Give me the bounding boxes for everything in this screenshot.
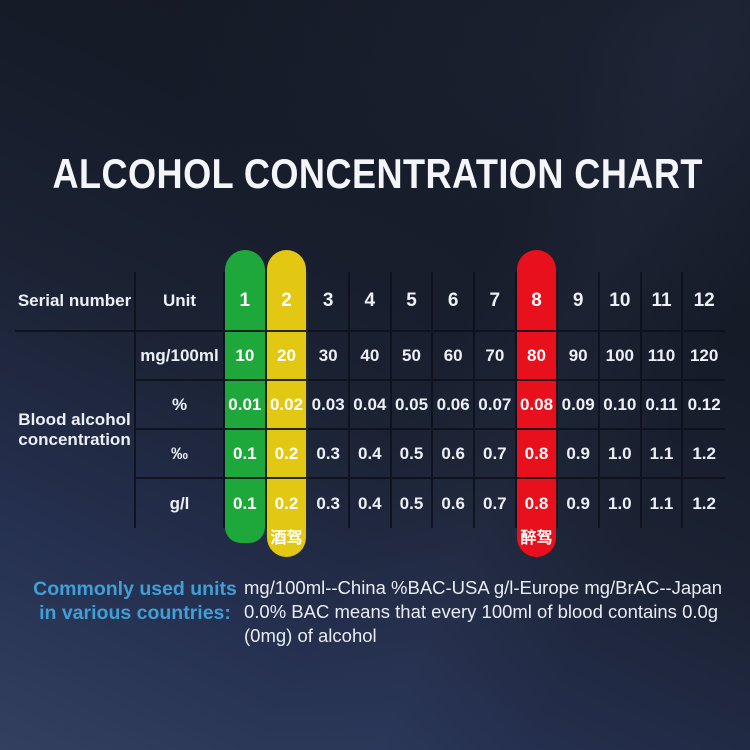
value-cell-col4-row2: 0.04 [350,381,392,430]
value-cell-col8-row2: 0.08 [516,381,559,430]
value-cell-col8-row1: 80 [516,332,559,381]
footer-body-line2: 0.0% BAC means that every 100ml of blood… [244,601,719,622]
value-cell-col1-row2: 0.01 [225,381,267,430]
value-cell-col9-row3: 0.9 [558,430,600,479]
highlight-pill-top-col8 [516,250,557,273]
value-cell-col12-row3: 1.2 [683,430,725,479]
highlight-pill-bottom-col1 [225,527,265,543]
value-cell-col6-row3: 0.6 [433,430,475,479]
value-cell-col9-row1: 90 [558,332,600,381]
value-cell-col3-row4: 0.3 [308,479,350,528]
value-cell-col6-row1: 60 [433,332,475,381]
header-col-7: 7 [475,272,517,332]
value-cell-col2-row3: 0.2 [266,430,309,479]
highlight-pill-bottom-col8: 醉驾 [516,527,557,557]
highlight-pill-bottom-col2: 酒驾 [266,527,307,557]
header-col-12: 12 [683,272,725,332]
header-unit: Unit [136,272,225,332]
value-cell-col10-row4: 1.0 [600,479,642,528]
row-group-label: Blood alcohol concentration [15,332,136,528]
header-col-6: 6 [433,272,475,332]
header-serial: Serial number [15,272,136,332]
header-col-3: 3 [308,272,350,332]
value-cell-col9-row2: 0.09 [558,381,600,430]
value-cell-col10-row2: 0.10 [600,381,642,430]
footer-body-line3: (0mg) of alcohol [244,625,377,646]
threshold-label-col2: 酒驾 [270,530,303,547]
header-col-4: 4 [350,272,392,332]
value-cell-col10-row1: 100 [600,332,642,381]
value-cell-col8-row3: 0.8 [516,430,559,479]
value-cell-col3-row2: 0.03 [308,381,350,430]
alcohol-table-wrap: Serial number Unit 1 2 3 4 5 6 7 8 9 10 11 12 Blood al… [15,250,725,557]
value-cell-col10-row3: 1.0 [600,430,642,479]
footer-body-line1: mg/100ml--China %BAC-USA g/l-Europe mg/B… [244,577,723,598]
header-col-8: 8 [516,272,559,332]
value-cell-col2-row2: 0.02 [266,381,309,430]
value-cell-col3-row3: 0.3 [308,430,350,479]
value-cell-col1-row4: 0.1 [225,479,267,528]
value-cell-col5-row1: 50 [391,332,434,381]
value-cell-col7-row3: 0.7 [475,430,517,479]
value-cell-col8-row4: 0.8 [516,479,559,528]
unit-label-%: % [136,381,225,430]
value-cell-col4-row3: 0.4 [350,430,392,479]
value-cell-col2-row1: 20 [266,332,309,381]
value-cell-col4-row1: 40 [350,332,392,381]
header-col-9: 9 [558,272,600,332]
header-col-11: 11 [641,272,684,332]
value-cell-col5-row2: 0.05 [391,381,434,430]
value-cell-col7-row4: 0.7 [475,479,517,528]
value-cell-col11-row1: 110 [641,332,684,381]
alcohol-table: Serial number Unit 1 2 3 4 5 6 7 8 9 10 11 12 Blood al… [15,272,725,528]
value-cell-col11-row3: 1.1 [641,430,684,479]
header-col-2: 2 [266,272,309,332]
value-cell-col12-row4: 1.2 [692,493,716,513]
value-cell-col6-row4: 0.6 [433,479,475,528]
header-col-1: 1 [225,272,267,332]
value-cell-col9-row4: 0.9 [558,479,600,528]
value-cell-col5-row3: 0.5 [391,430,434,479]
value-cell-col7-row1: 70 [475,332,517,381]
unit-label-g/l: g/l [136,479,225,528]
highlight-pill-top-col1 [225,250,265,273]
value-cell-col12-row1: 120 [683,332,725,381]
value-cell-col4-row4: 0.4 [350,479,392,528]
value-cell-col2-row4: 0.2 [266,479,309,528]
header-col-5: 5 [391,272,434,332]
value-cell-col11-row2: 0.11 [641,381,684,430]
value-cell-col5-row4: 0.5 [392,479,434,528]
footer-description: mg/100ml--China %BAC-USA g/l-Europe mg/B… [244,576,744,648]
highlight-pill-top-col2 [266,250,307,273]
footer-lead-line1: Commonly used units [33,578,237,600]
unit-label-‰: ‰ [136,430,225,479]
value-cell-col1-row3: 0.1 [225,430,267,479]
value-cell-col11-row4: 1.1 [642,479,684,528]
unit-label-mg/100ml: mg/100ml [136,332,225,381]
footer-lead-line2: in various countries: [39,602,231,624]
value-cell-col1-row1: 10 [225,332,267,381]
value-cell-col6-row2: 0.06 [433,381,475,430]
value-cell-col3-row1: 30 [308,332,350,381]
threshold-label-col8: 醉驾 [520,530,553,547]
footer-lead-label: Commonly used units in various countries… [28,577,242,625]
value-cell-col7-row2: 0.07 [475,381,517,430]
page-title: ALCOHOL CONCENTRATION CHART [52,150,703,197]
value-cell-col12-row2: 0.12 [683,381,725,430]
header-col-10: 10 [600,272,642,332]
